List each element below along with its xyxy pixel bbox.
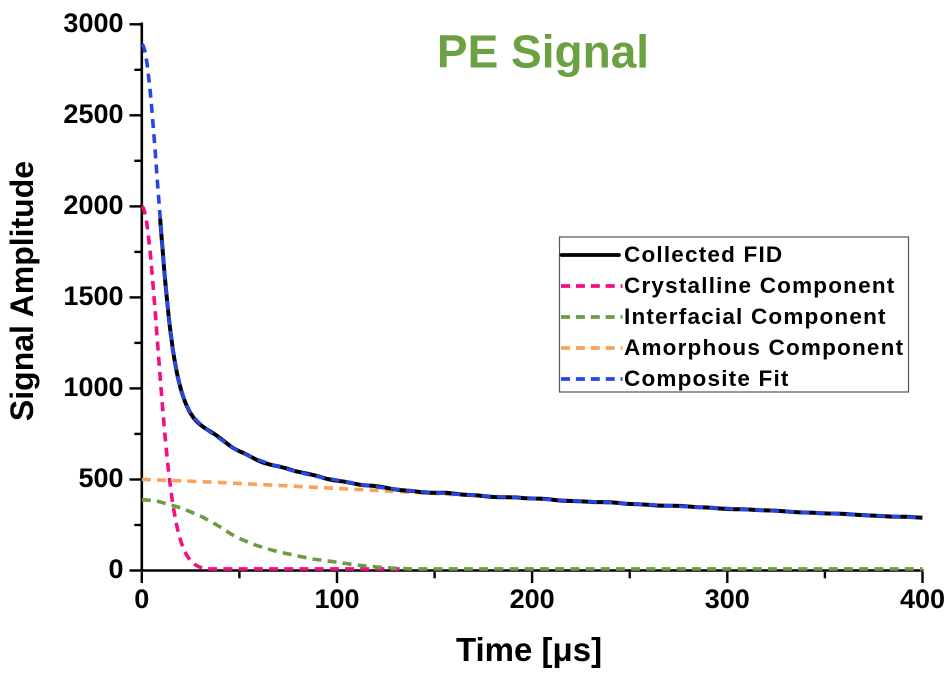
svg-text:2000: 2000 [63, 190, 123, 220]
svg-text:400: 400 [900, 584, 945, 614]
svg-text:500: 500 [78, 463, 123, 493]
svg-text:PE Signal: PE Signal [437, 26, 649, 78]
svg-text:300: 300 [705, 584, 750, 614]
svg-text:0: 0 [134, 584, 149, 614]
svg-text:Signal Amplitude: Signal Amplitude [4, 161, 40, 421]
svg-text:1500: 1500 [63, 281, 123, 311]
svg-text:Composite Fit: Composite Fit [624, 366, 790, 391]
svg-text:3000: 3000 [63, 8, 123, 38]
svg-text:Collected FID: Collected FID [624, 242, 783, 267]
svg-text:2500: 2500 [63, 99, 123, 129]
svg-text:Crystalline Component: Crystalline Component [624, 273, 895, 298]
svg-text:Amorphous Component: Amorphous Component [624, 335, 904, 360]
svg-text:Interfacial Component: Interfacial Component [624, 304, 887, 329]
svg-text:1000: 1000 [63, 372, 123, 402]
svg-text:Time [μs]: Time [μs] [456, 631, 602, 668]
svg-text:100: 100 [314, 584, 359, 614]
svg-text:200: 200 [510, 584, 555, 614]
svg-text:0: 0 [108, 554, 123, 584]
